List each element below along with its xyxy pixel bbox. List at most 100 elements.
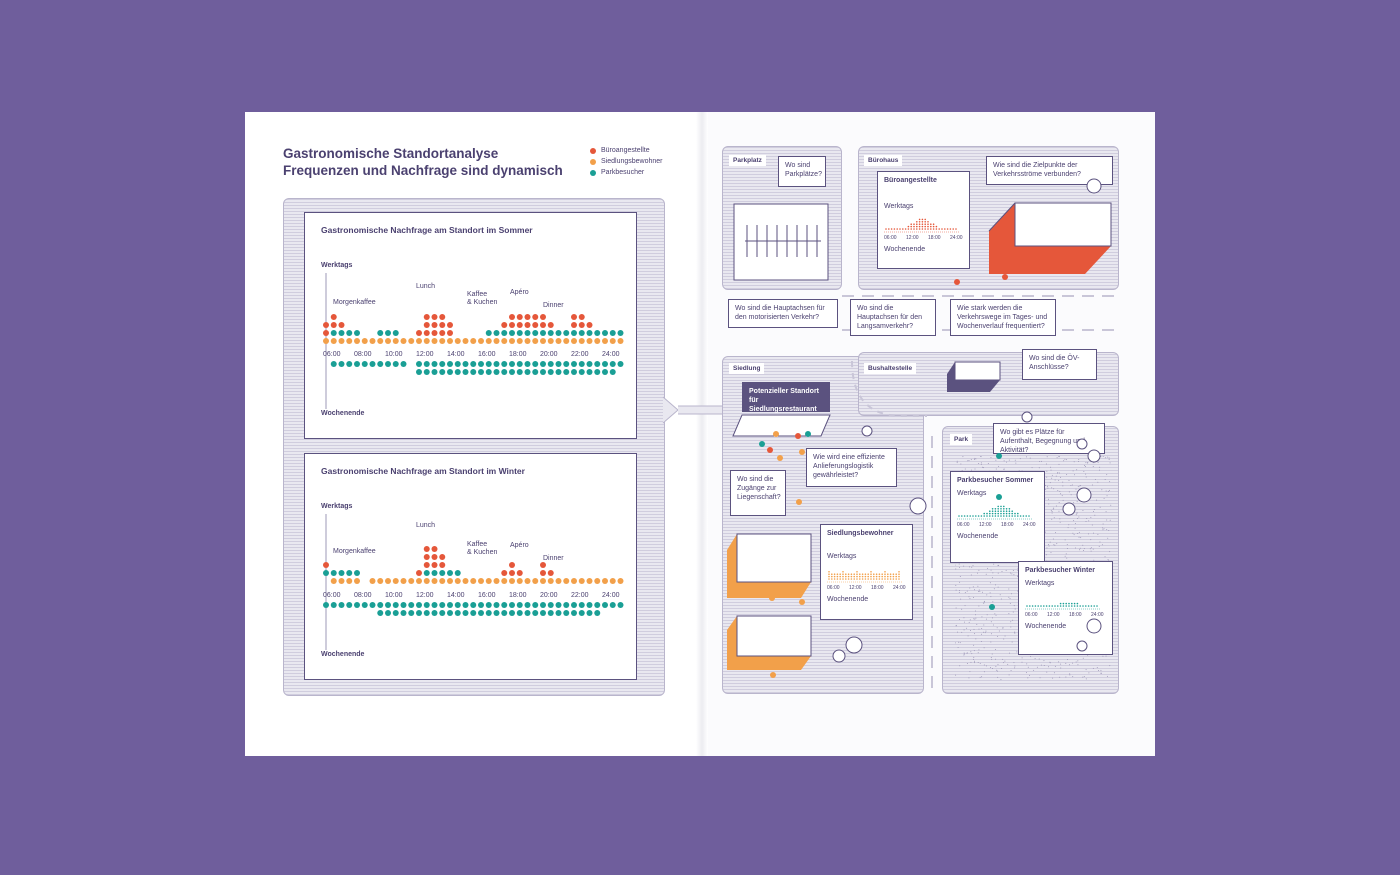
x-tick-label: 18:00: [509, 351, 527, 358]
legend-item: Parkbesucher: [590, 167, 663, 178]
dot-park-weekend: [509, 602, 515, 608]
dot-siedlung: [392, 578, 399, 584]
weekday-label: Werktags: [321, 503, 352, 510]
dot-siedlung: [594, 338, 601, 344]
winter-chart: Werktags Wochenende 06:00 08:00 10:00 12:00 14…: [321, 503, 624, 658]
dot-park-weekend: [447, 369, 453, 375]
office-building: [988, 202, 1112, 274]
dot-siedlung: [454, 338, 461, 344]
dot-siedlung: [516, 578, 523, 584]
dot-park: [431, 570, 438, 576]
annotation-label: Apéro: [510, 289, 529, 296]
dot-park-weekend: [470, 610, 477, 616]
dot-park-weekend: [423, 369, 430, 375]
dot-siedlung: [470, 338, 477, 344]
connector-arrow: [662, 396, 729, 424]
legend-label: Büroangestellte: [601, 147, 650, 154]
dot-siedlung: [416, 578, 422, 584]
dot-siedlung: [609, 578, 616, 584]
dot-buero: [423, 554, 430, 560]
dot-park-weekend: [516, 369, 523, 375]
dot-siedlung: [501, 578, 508, 584]
dot-park: [392, 330, 399, 336]
dot-siedlung: [447, 338, 453, 344]
dot-siedlung: [532, 578, 539, 584]
dot-siedlung: [408, 338, 415, 344]
dot-siedlung: [338, 338, 345, 344]
page-title: Gastronomische Standortanalyse Frequenze…: [283, 145, 563, 179]
svg-text:18:00: 18:00: [928, 235, 941, 241]
dot-park-weekend: [478, 369, 484, 375]
legend-item: Siedlungsbewohner: [590, 156, 663, 167]
map-marker: [1002, 274, 1008, 280]
svg-text:24:00: 24:00: [950, 235, 963, 241]
x-tick-label: 16:00: [478, 592, 496, 599]
dot-park: [532, 330, 539, 336]
dot-park: [338, 570, 345, 576]
dot-park-weekend: [377, 602, 384, 608]
tree-marker: [909, 497, 927, 515]
dot-park-weekend: [594, 610, 601, 616]
dot-park-weekend: [478, 602, 484, 608]
dot-park-weekend: [555, 602, 562, 608]
dot-park-weekend: [462, 602, 469, 608]
dot-park-weekend: [346, 361, 353, 367]
card-bottom-label: Wochenende: [827, 596, 869, 603]
x-tick-label: 16:00: [478, 351, 496, 358]
tree-marker: [1086, 178, 1102, 194]
dot-park-weekend: [416, 361, 422, 367]
dot-buero: [423, 314, 430, 320]
parkplatz-tag: Parkplatz: [729, 155, 766, 166]
svg-text:18:00: 18:00: [1001, 522, 1014, 528]
dot-siedlung: [408, 578, 415, 584]
dot-siedlung: [439, 578, 446, 584]
dot-park-weekend: [501, 361, 508, 367]
dot-park-weekend: [524, 369, 531, 375]
housing-building-2: [727, 615, 812, 670]
tree-marker: [1076, 487, 1092, 503]
map-marker: [767, 447, 773, 453]
x-tick-label: 24:00: [602, 351, 620, 358]
x-tick-label: 12:00: [416, 351, 434, 358]
dot-park-weekend: [485, 602, 492, 608]
dot-park-weekend: [594, 602, 601, 608]
dot-siedlung: [354, 338, 360, 344]
map-marker: [769, 595, 775, 601]
dot-park-weekend: [540, 610, 546, 616]
siedlungsbewohner-card: Siedlungsbewohner Werktags 06:00 12:00 18:…: [820, 524, 913, 620]
dot-park-weekend: [454, 610, 461, 616]
dot-buero: [509, 322, 515, 328]
dot-siedlung: [547, 578, 554, 584]
dot-park: [330, 330, 337, 336]
restaurant-highlight[interactable]: Potenzieller Standort für Siedlungsresta…: [742, 382, 830, 413]
card-title: Parkbesucher Sommer: [957, 477, 1034, 484]
annotation-label: Apéro: [510, 542, 529, 549]
annotation-label: Kaffee: [467, 291, 487, 298]
dot-park-weekend: [354, 361, 360, 367]
dot-park-weekend: [532, 602, 539, 608]
dot-park-weekend: [609, 361, 616, 367]
housing-building-1: [727, 533, 812, 598]
title-line-2: Frequenzen und Nachfrage sind dynamisch: [283, 163, 563, 178]
x-tick-label: 24:00: [602, 592, 620, 599]
dot-siedlung: [439, 338, 446, 344]
dot-park-weekend: [532, 610, 539, 616]
map-marker: [799, 449, 805, 455]
dot-buero: [323, 322, 329, 328]
dot-siedlung: [594, 578, 601, 584]
x-tick-label: 08:00: [354, 592, 372, 599]
dot-park-weekend: [485, 361, 492, 367]
map-marker: [795, 433, 801, 439]
dot-park-weekend: [416, 602, 422, 608]
dot-buero: [431, 330, 438, 336]
dot-park-weekend: [586, 602, 593, 608]
dot-park-weekend: [540, 369, 546, 375]
dot-park-weekend: [493, 361, 500, 367]
dot-park-weekend: [392, 610, 399, 616]
dot-park-weekend: [454, 361, 461, 367]
dot-siedlung: [547, 338, 554, 344]
annotation-label: & Kuchen: [467, 549, 497, 556]
dot-park-weekend: [454, 602, 461, 608]
card-title: Siedlungsbewohner: [827, 530, 894, 537]
tree-marker: [1076, 640, 1088, 652]
